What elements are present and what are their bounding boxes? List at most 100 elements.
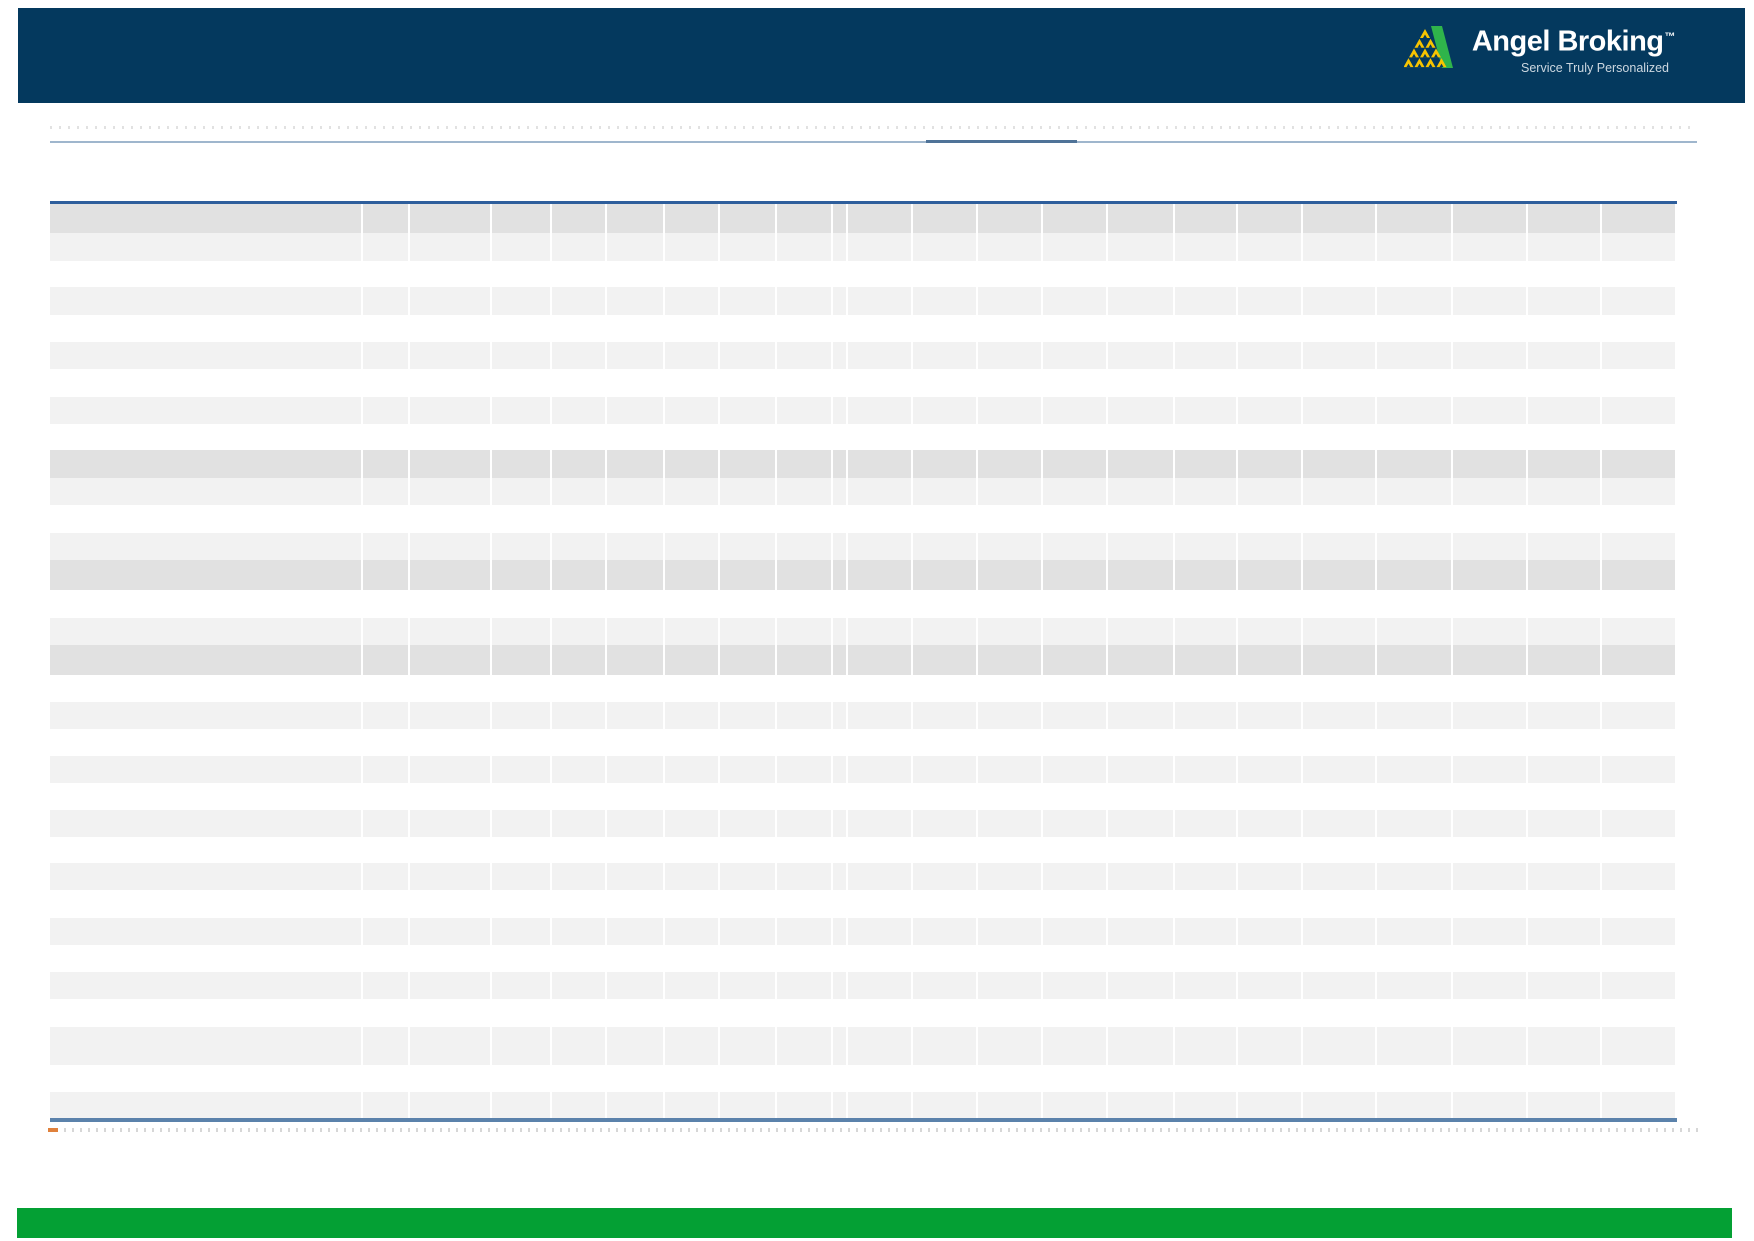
table-cell [848, 204, 911, 233]
table-cell [1453, 702, 1526, 729]
table-cell [1377, 810, 1451, 837]
table-cell [1108, 342, 1173, 369]
table-cell [833, 972, 846, 999]
table-cell [552, 918, 605, 945]
table-cell [1043, 702, 1106, 729]
table-cell [1108, 863, 1173, 890]
table-cell [50, 204, 361, 233]
table-row [50, 810, 1677, 837]
table-cell [978, 287, 1041, 315]
table-cell [665, 918, 718, 945]
table-cell [1238, 918, 1301, 945]
table-cell [833, 533, 846, 560]
table-cell [978, 533, 1041, 560]
table-cell [492, 204, 550, 233]
table-cell [1528, 342, 1600, 369]
table-cell [492, 1027, 550, 1065]
table-cell [1453, 810, 1526, 837]
table-row [50, 560, 1677, 590]
table-cell [1108, 1027, 1173, 1065]
table-cell [833, 204, 846, 233]
table-cell [50, 810, 361, 837]
table-cell [552, 450, 605, 478]
table-cell [607, 450, 663, 478]
table-cell [1175, 204, 1236, 233]
table-cell [913, 287, 976, 315]
table-cell [1377, 618, 1451, 645]
table-cell [492, 478, 550, 505]
table-cell [492, 233, 550, 261]
table-cell [50, 342, 361, 369]
table-cell [1043, 972, 1106, 999]
table-row [50, 645, 1677, 675]
table-cell [1175, 918, 1236, 945]
table-cell [848, 810, 911, 837]
table-cell [978, 1092, 1041, 1118]
table-cell [720, 560, 775, 590]
table-cell [1108, 645, 1173, 675]
table-cell [1528, 287, 1600, 315]
table-cell [410, 533, 490, 560]
table-cell [720, 450, 775, 478]
table-cell [552, 863, 605, 890]
table-cell [1238, 702, 1301, 729]
table-cell [1528, 810, 1600, 837]
table-cell [1303, 972, 1375, 999]
table-cell [1108, 810, 1173, 837]
table-cell [720, 972, 775, 999]
table-cell [552, 810, 605, 837]
table-cell [363, 342, 408, 369]
table-cell [1453, 863, 1526, 890]
table-cell [492, 287, 550, 315]
table-cell [978, 478, 1041, 505]
table-cell [1175, 533, 1236, 560]
table-cell [50, 450, 361, 478]
table-cell [1453, 287, 1526, 315]
table-cell [1043, 645, 1106, 675]
table-cell [833, 810, 846, 837]
table-cell [410, 810, 490, 837]
table-cell [1602, 233, 1675, 261]
table-cell [1528, 204, 1600, 233]
table-cell [665, 810, 718, 837]
table-cell [665, 1092, 718, 1118]
table-row [50, 233, 1677, 261]
table-cell [1238, 533, 1301, 560]
table-cell [1377, 450, 1451, 478]
table-cell [50, 918, 361, 945]
table-cell [665, 287, 718, 315]
table-cell [1108, 918, 1173, 945]
table-cell [833, 645, 846, 675]
table-cell [777, 560, 831, 590]
table-cell [552, 645, 605, 675]
table-cell [552, 478, 605, 505]
table-cell [1528, 972, 1600, 999]
table-cell [777, 204, 831, 233]
table-cell [833, 450, 846, 478]
table-cell [665, 863, 718, 890]
table-cell [1602, 204, 1675, 233]
table-cell [1238, 233, 1301, 261]
angel-broking-pyramid-icon [1403, 26, 1453, 68]
table-cell [1238, 450, 1301, 478]
table-cell [363, 1092, 408, 1118]
table-cell [1602, 756, 1675, 783]
table-cell [848, 287, 911, 315]
table-cell [607, 756, 663, 783]
table-cell [1377, 972, 1451, 999]
table-cell [913, 645, 976, 675]
table-cell [1043, 450, 1106, 478]
table-cell [665, 756, 718, 783]
table-cell [1108, 533, 1173, 560]
table-cell [777, 810, 831, 837]
table-cell [913, 863, 976, 890]
table-cell [777, 702, 831, 729]
trademark-symbol: ™ [1664, 31, 1676, 43]
table-cell [1303, 863, 1375, 890]
table-row [50, 397, 1677, 424]
table-cell [50, 233, 361, 261]
table-cell [1528, 1027, 1600, 1065]
table-cell [607, 863, 663, 890]
table-cell [50, 972, 361, 999]
table-cell [552, 204, 605, 233]
